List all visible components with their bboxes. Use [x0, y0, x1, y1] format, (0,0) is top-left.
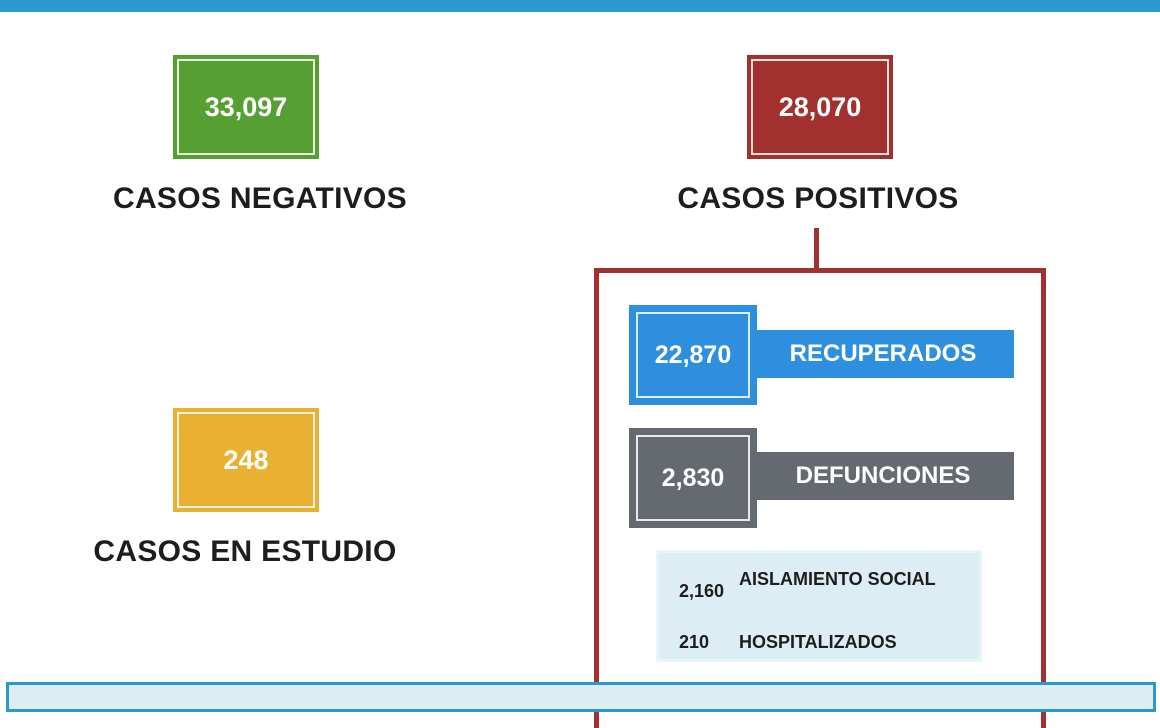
active-cases-info-box: 2,160 AISLAMIENTO SOCIAL 210 HOSPITALIZA… [656, 550, 982, 662]
recovered-box: 22,870 [629, 305, 757, 405]
positive-cases-box-frame [751, 59, 889, 155]
negative-cases-label: CASOS NEGATIVOS [113, 182, 407, 215]
hospitalized-label: HOSPITALIZADOS [739, 632, 897, 652]
positive-cases-box: 28,070 [744, 52, 896, 162]
bottom-bar [6, 682, 1156, 712]
hospitalized-value: 210 [679, 632, 710, 652]
recovered-value: 22,870 [654, 340, 732, 369]
positive-cases-breakdown-panel [594, 268, 1046, 728]
negative-cases-box: 33,097 [170, 52, 322, 162]
social-isolation-label: AISLAMIENTO SOCIAL [739, 569, 936, 589]
recovered-label: RECUPERADOS [752, 330, 1014, 378]
deaths-box: 2,830 [629, 428, 757, 528]
positive-cases-connector [814, 228, 819, 272]
under-study-cases-label: CASOS EN ESTUDIO [93, 535, 397, 568]
recovered-box-frame [636, 312, 750, 398]
under-study-cases-value: 248 [223, 444, 269, 475]
deaths-value: 2,830 [661, 463, 725, 492]
under-study-cases-box: 248 [170, 405, 322, 515]
top-bar [0, 0, 1160, 12]
negative-cases-value: 33,097 [204, 91, 288, 122]
deaths-label: DEFUNCIONES [752, 452, 1014, 500]
positive-cases-label: CASOS POSITIVOS [677, 182, 959, 215]
positive-cases-value: 28,070 [778, 91, 862, 122]
deaths-box-frame [636, 435, 750, 521]
social-isolation-value: 2,160 [679, 581, 725, 601]
negative-cases-box-frame [177, 59, 315, 155]
under-study-cases-box-frame [177, 412, 315, 508]
